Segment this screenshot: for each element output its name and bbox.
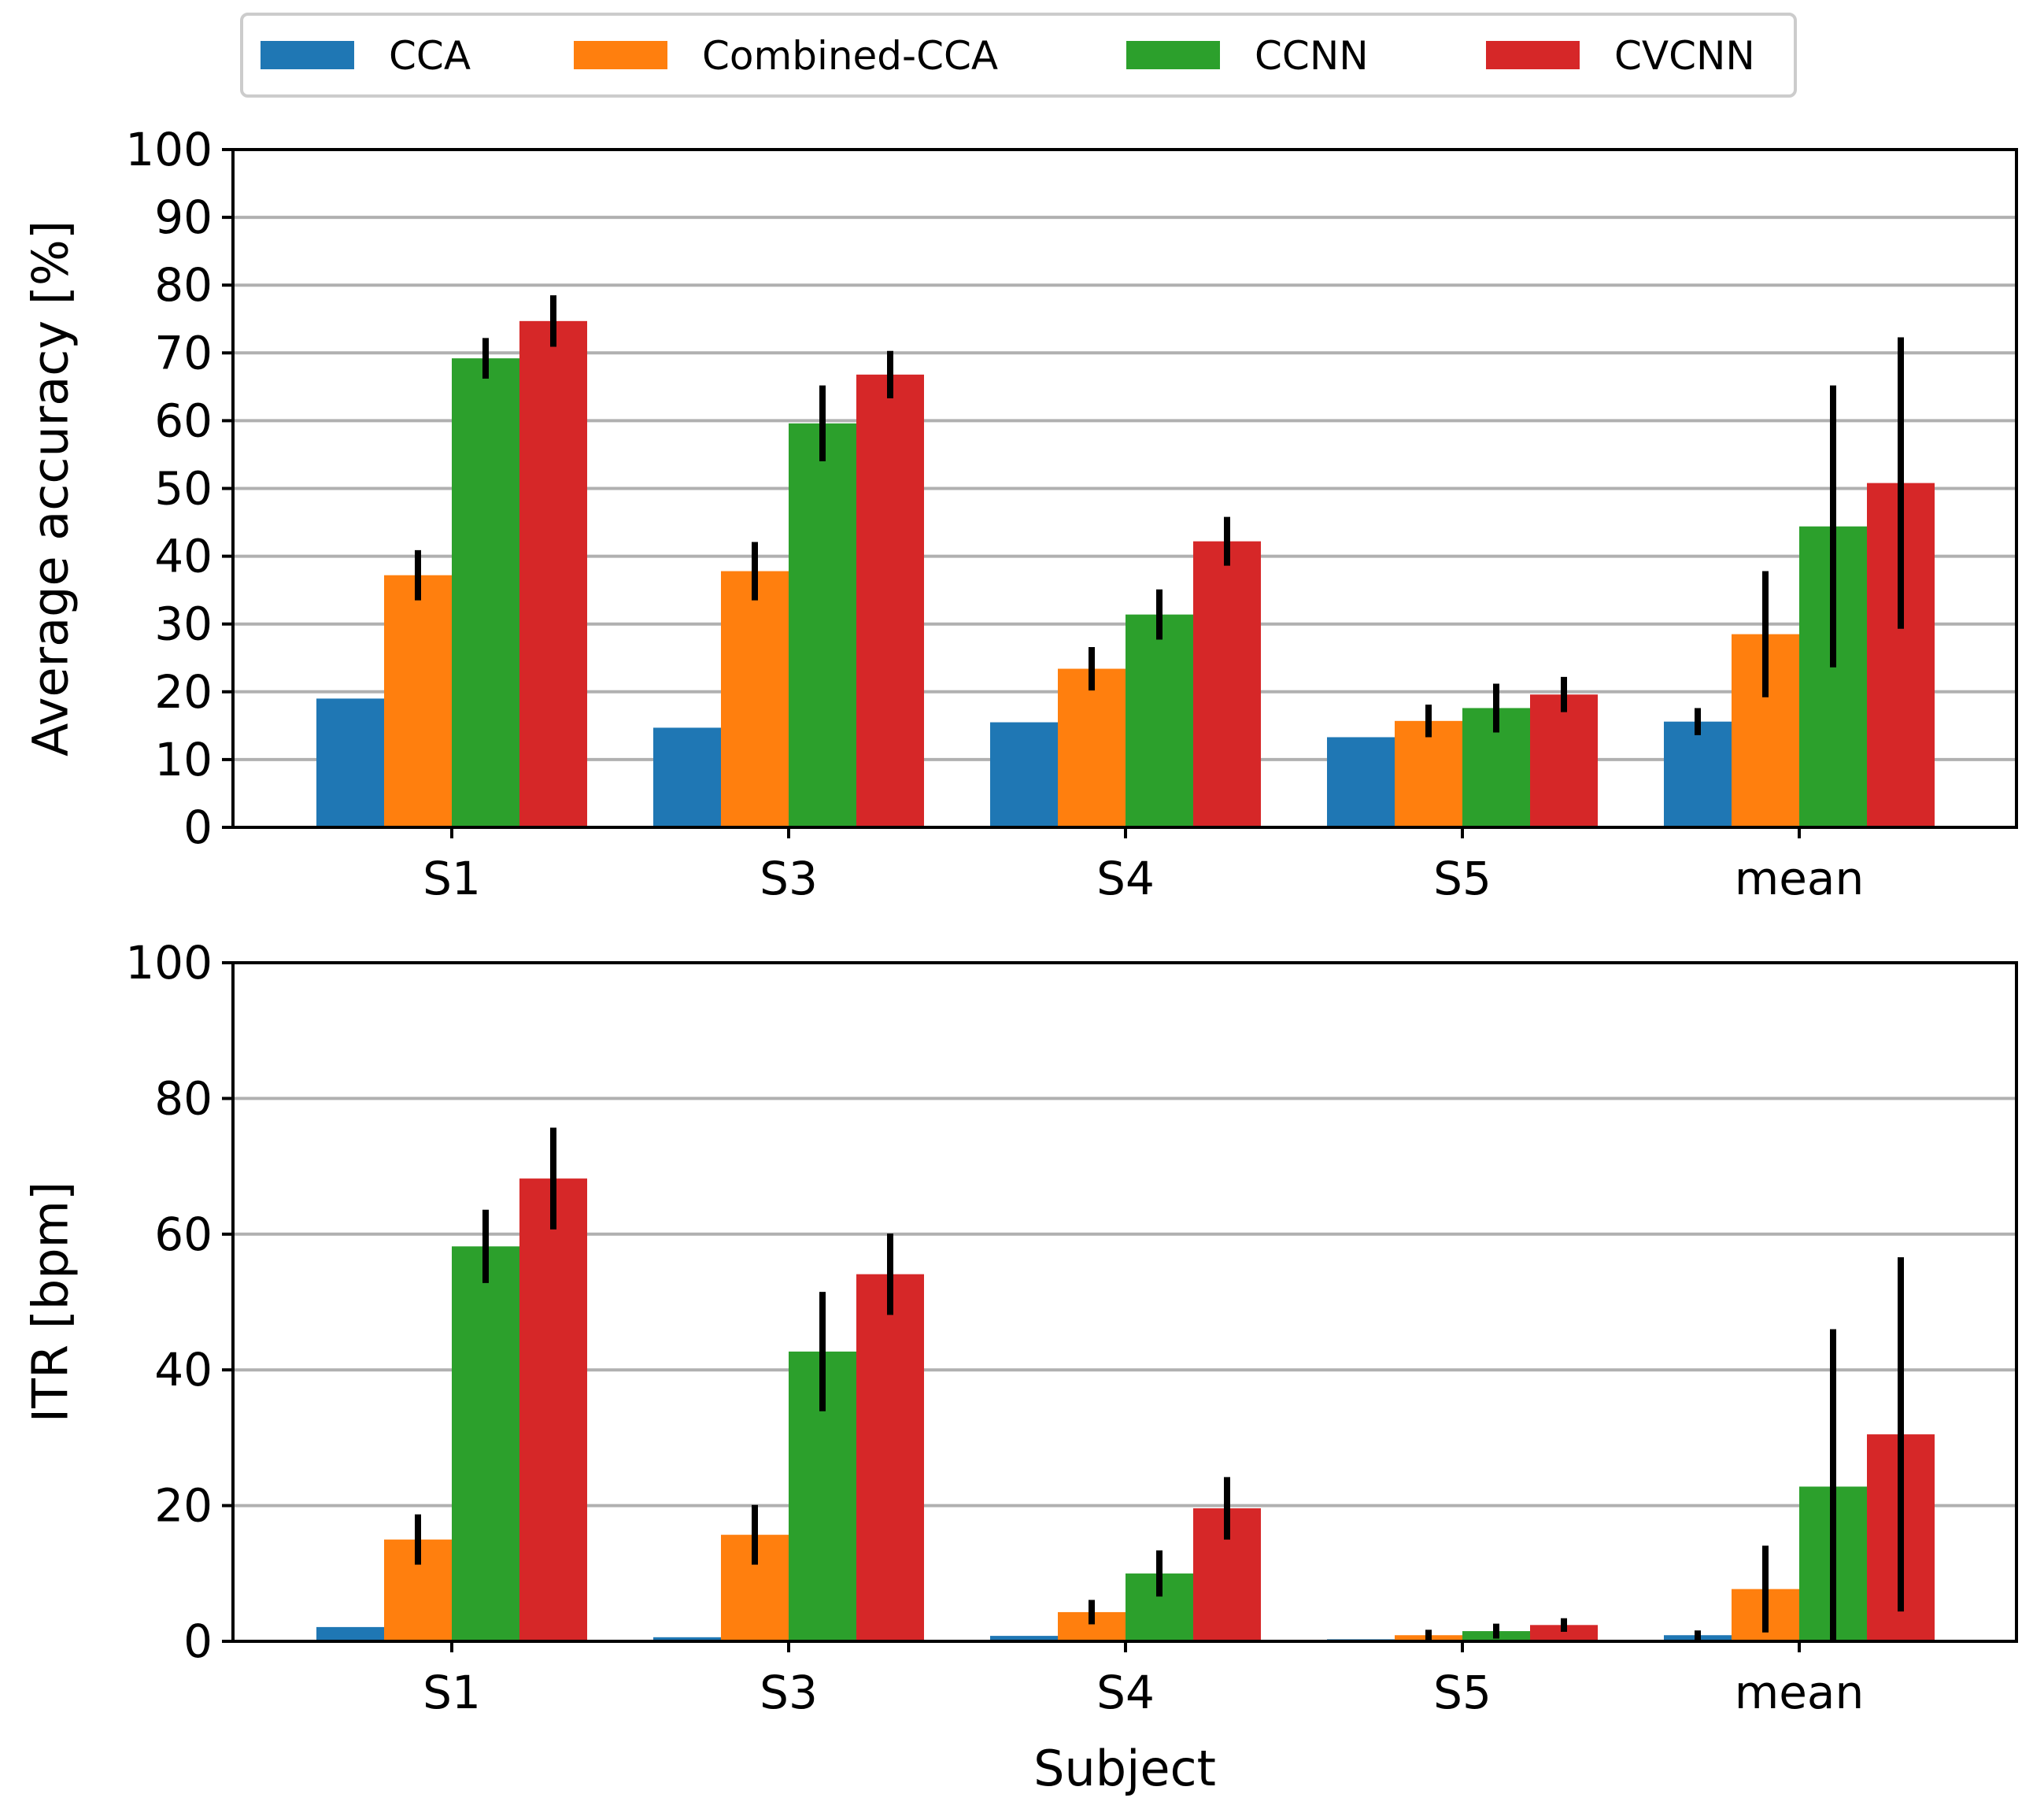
- legend: CCA Combined-CCA CCNN CVCNN: [240, 13, 1797, 98]
- bar-cvcnn: [856, 374, 924, 827]
- accuracy-panel: 0 10 20 30 40 50 60 70 80 90 100 S1 S3 S4 S5 mean Averag…: [22, 123, 2018, 905]
- bar-cvcnn: [1530, 1625, 1598, 1641]
- legend-label: CVCNN: [1614, 33, 1755, 79]
- y-tick-label: 80: [154, 258, 213, 312]
- bar-cca: [316, 698, 384, 827]
- bar-cca: [990, 1636, 1058, 1641]
- y-tick-label: 40: [154, 530, 213, 583]
- x-tick-label: S1: [423, 852, 481, 905]
- y-tick-label: 80: [154, 1071, 213, 1125]
- x-tick-label: S4: [1096, 852, 1155, 905]
- x-tick-label: mean: [1735, 1666, 1864, 1719]
- y-tick-label: 100: [125, 936, 213, 990]
- legend-swatch-ccnn: [1126, 41, 1220, 69]
- x-tick-label: S4: [1096, 1666, 1155, 1719]
- y-tick-label: 20: [154, 665, 213, 719]
- bar-combined-cca: [1395, 720, 1462, 827]
- bar-ccnn: [1126, 614, 1193, 827]
- y-tick-label: 60: [154, 1208, 213, 1261]
- x-tick-label: S3: [760, 852, 818, 905]
- bar-combined-cca: [1058, 668, 1126, 827]
- bar-ccnn: [789, 423, 856, 827]
- y-tick-label: 70: [154, 326, 213, 379]
- x-tick-label: S3: [760, 1666, 818, 1719]
- bar-combined-cca: [384, 575, 452, 827]
- legend-swatch-combined-cca: [574, 41, 667, 69]
- y-tick-label: 20: [154, 1479, 213, 1533]
- itr-panel: 0 20 40 60 80 100 S1 S3 S4 S5 mean ITR [bpm] Subject: [22, 936, 2018, 1797]
- bar-cvcnn: [519, 1178, 587, 1641]
- y-tick-label: 90: [154, 191, 213, 244]
- legend-swatch-cvcnn: [1486, 41, 1580, 69]
- bar-cca: [990, 722, 1058, 827]
- y-tick-label: 100: [125, 123, 213, 176]
- bar-cvcnn: [1530, 694, 1598, 827]
- bar-combined-cca: [721, 571, 789, 827]
- y-tick-label: 40: [154, 1343, 213, 1396]
- y-tick-label: 0: [183, 801, 213, 854]
- x-tick-label: mean: [1735, 852, 1864, 905]
- y-tick-label: 30: [154, 597, 213, 651]
- legend-label: Combined-CCA: [702, 33, 998, 79]
- legend-swatch-cca: [261, 41, 354, 69]
- bar-cca: [1327, 737, 1395, 827]
- x-tick-label: S5: [1433, 1666, 1491, 1719]
- bar-cca: [653, 727, 721, 827]
- bar-cvcnn: [856, 1274, 924, 1641]
- bar-cca: [653, 1637, 721, 1641]
- bar-cca: [1664, 721, 1732, 827]
- y-tick-label: 50: [154, 462, 213, 516]
- legend-frame: [240, 13, 1797, 98]
- bar-cvcnn: [1193, 541, 1261, 827]
- y-tick-label: 0: [183, 1615, 213, 1668]
- y-axis-title: Average accuracy [%]: [22, 220, 79, 756]
- bar-cvcnn: [519, 320, 587, 827]
- bar-ccnn: [452, 1246, 519, 1641]
- legend-label: CCA: [389, 33, 471, 79]
- y-tick-label: 60: [154, 394, 213, 447]
- bar-ccnn: [452, 358, 519, 827]
- x-tick-label: S1: [423, 1666, 481, 1719]
- x-tick-label: S5: [1433, 852, 1491, 905]
- y-axis-title: ITR [bpm]: [22, 1182, 79, 1422]
- x-axis-title: Subject: [1033, 1740, 1216, 1797]
- legend-label: CCNN: [1255, 33, 1369, 79]
- y-tick-label: 10: [154, 733, 213, 786]
- bar-cca: [316, 1626, 384, 1641]
